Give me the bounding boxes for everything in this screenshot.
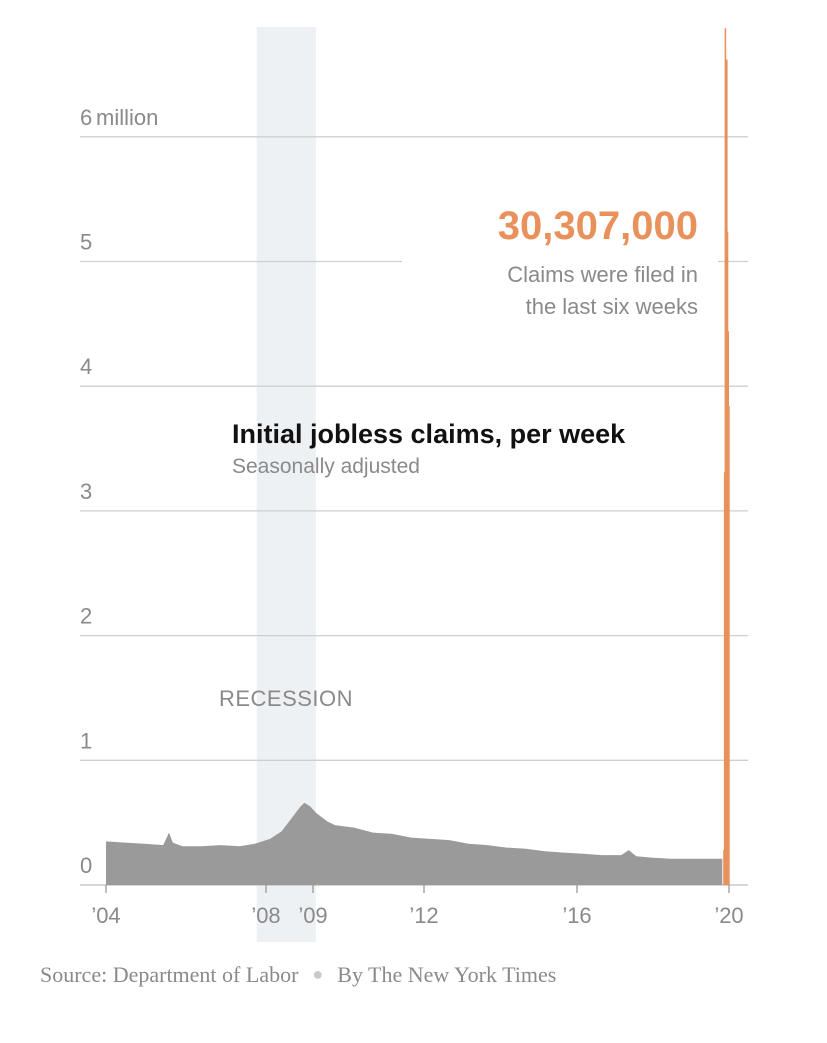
y-tick-label: 3 — [80, 479, 92, 504]
byline: By The New York Times — [337, 962, 557, 987]
annotation-line-1: Claims were filed in — [507, 262, 698, 287]
y-unit-label: million — [96, 105, 158, 130]
y-tick-label: 5 — [80, 230, 92, 255]
x-tick-label: ’04 — [91, 903, 120, 928]
x-tick-label: ’20 — [714, 903, 743, 928]
gridlines — [80, 136, 748, 886]
footer: Source: Department of Labor ● By The New Y… — [40, 962, 556, 988]
y-tick-label: 4 — [80, 354, 92, 379]
area-series-claims — [106, 802, 723, 885]
chart-title: Initial jobless claims, per week — [232, 419, 626, 449]
annotation-value: 30,307,000 — [498, 204, 698, 248]
x-tick-label: ’08 — [251, 903, 280, 928]
x-tick-label: ’12 — [409, 903, 438, 928]
separator-dot-icon: ● — [312, 964, 324, 984]
recession-band — [256, 27, 316, 942]
chart: 0 1 2 3 4 5 6 million ’04 ’08 ’09 ’12 ’16 ’20 RECESS… — [80, 27, 748, 942]
chart-subtitle: Seasonally adjusted — [232, 455, 420, 478]
source-credit: Source: Department of Labor — [40, 962, 299, 987]
y-tick-label: 0 — [80, 853, 92, 878]
y-tick-label: 6 — [80, 105, 92, 130]
annotation-line-2: the last six weeks — [526, 294, 698, 319]
y-tick-label: 1 — [80, 728, 92, 753]
series-group — [106, 28, 730, 885]
y-axis-ticks: 0 1 2 3 4 5 6 million — [80, 105, 158, 878]
recession-label: RECESSION — [219, 686, 353, 711]
x-tick-label: ’16 — [562, 903, 591, 928]
x-tick-label: ’09 — [298, 903, 327, 928]
y-tick-label: 2 — [80, 604, 92, 629]
x-axis: ’04 ’08 ’09 ’12 ’16 ’20 — [91, 885, 744, 928]
